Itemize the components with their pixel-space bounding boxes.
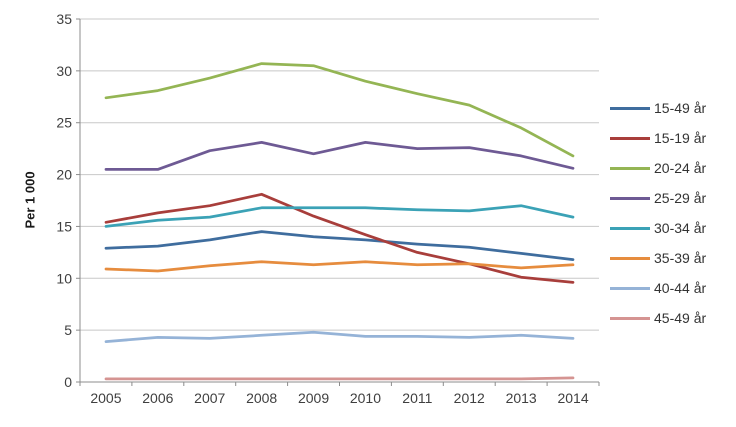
x-tick-label: 2005 <box>90 390 121 406</box>
legend-line-swatch <box>610 166 650 170</box>
legend-label: 30-34 år <box>654 220 707 236</box>
series-line-40-44-år <box>104 330 575 343</box>
series-line-15-49-år <box>104 230 575 261</box>
legend-line-swatch <box>610 226 650 230</box>
legend-line-swatch <box>610 286 650 290</box>
y-tick-label: 25 <box>56 115 72 131</box>
y-tick-label: 20 <box>56 167 72 183</box>
x-tick-label: 2011 <box>402 390 432 406</box>
legend-line-swatch <box>610 196 650 200</box>
x-tick-label: 2007 <box>194 390 225 406</box>
series-line-15-19-år <box>104 192 575 284</box>
x-tick-label: 2010 <box>350 390 381 406</box>
y-tick-label: 15 <box>56 218 72 234</box>
legend-line-swatch <box>610 316 650 320</box>
y-tick-label: 30 <box>56 63 72 79</box>
legend-label: 25-29 år <box>654 190 707 206</box>
legend: 15-49 år 15-19 år 20-24 år 25-29 år 30-34 år… <box>610 93 706 333</box>
y-tick-label: 0 <box>64 374 72 390</box>
y-axis-title: Per 1 000 <box>22 171 38 229</box>
x-tick-label: 2013 <box>506 390 537 406</box>
x-tick-label: 2008 <box>246 390 277 406</box>
legend-item-40-44-år: 40-44 år <box>610 273 706 303</box>
y-tick-label: 10 <box>56 270 72 286</box>
legend-label: 35-39 år <box>654 250 707 266</box>
legend-line-swatch <box>610 256 650 260</box>
series-line-20-24-år <box>104 62 575 158</box>
x-tick-label: 2014 <box>557 390 588 406</box>
series-line-25-29-år <box>104 141 575 171</box>
legend-label: 20-24 år <box>654 160 707 176</box>
x-tick-label: 2012 <box>454 390 485 406</box>
y-tick-label: 5 <box>64 322 72 338</box>
legend-item-15-19-år: 15-19 år <box>610 123 706 153</box>
legend-line-swatch <box>610 136 650 140</box>
legend-item-45-49-år: 45-49 år <box>610 303 706 333</box>
legend-label: 15-19 år <box>654 130 707 146</box>
legend-item-20-24-år: 20-24 år <box>610 153 706 183</box>
y-tick-label: 35 <box>56 11 72 27</box>
legend-line-swatch <box>610 106 650 110</box>
legend-label: 15-49 år <box>654 100 707 116</box>
legend-item-35-39-år: 35-39 år <box>610 243 706 273</box>
legend-item-30-34-år: 30-34 år <box>610 213 706 243</box>
legend-label: 45-49 år <box>654 310 707 326</box>
x-tick-label: 2006 <box>142 390 173 406</box>
legend-label: 40-44 år <box>654 280 707 296</box>
series-line-35-39-år <box>104 260 575 273</box>
series-line-45-49-år <box>104 376 575 381</box>
legend-item-15-49-år: 15-49 år <box>610 93 706 123</box>
series-line-30-34-år <box>104 204 575 228</box>
legend-item-25-29-år: 25-29 år <box>610 183 706 213</box>
x-tick-label: 2009 <box>298 390 329 406</box>
